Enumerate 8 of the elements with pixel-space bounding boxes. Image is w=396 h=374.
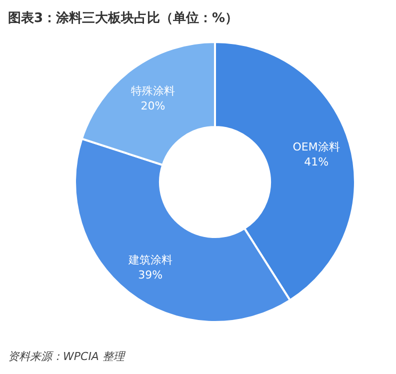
slice-label: 建筑涂料 [127, 253, 172, 266]
data-label: 20% [140, 100, 166, 113]
slice-label: 特殊涂料 [130, 84, 175, 98]
data-label: 39% [138, 268, 163, 282]
chart-title: 图表3：涂料三大板块占比（单位：%） [8, 10, 238, 26]
data-label: 41% [304, 156, 329, 169]
text: 资料来源：WPCIA 整理 [8, 350, 126, 363]
slice-label: OEM涂料 [292, 140, 340, 154]
